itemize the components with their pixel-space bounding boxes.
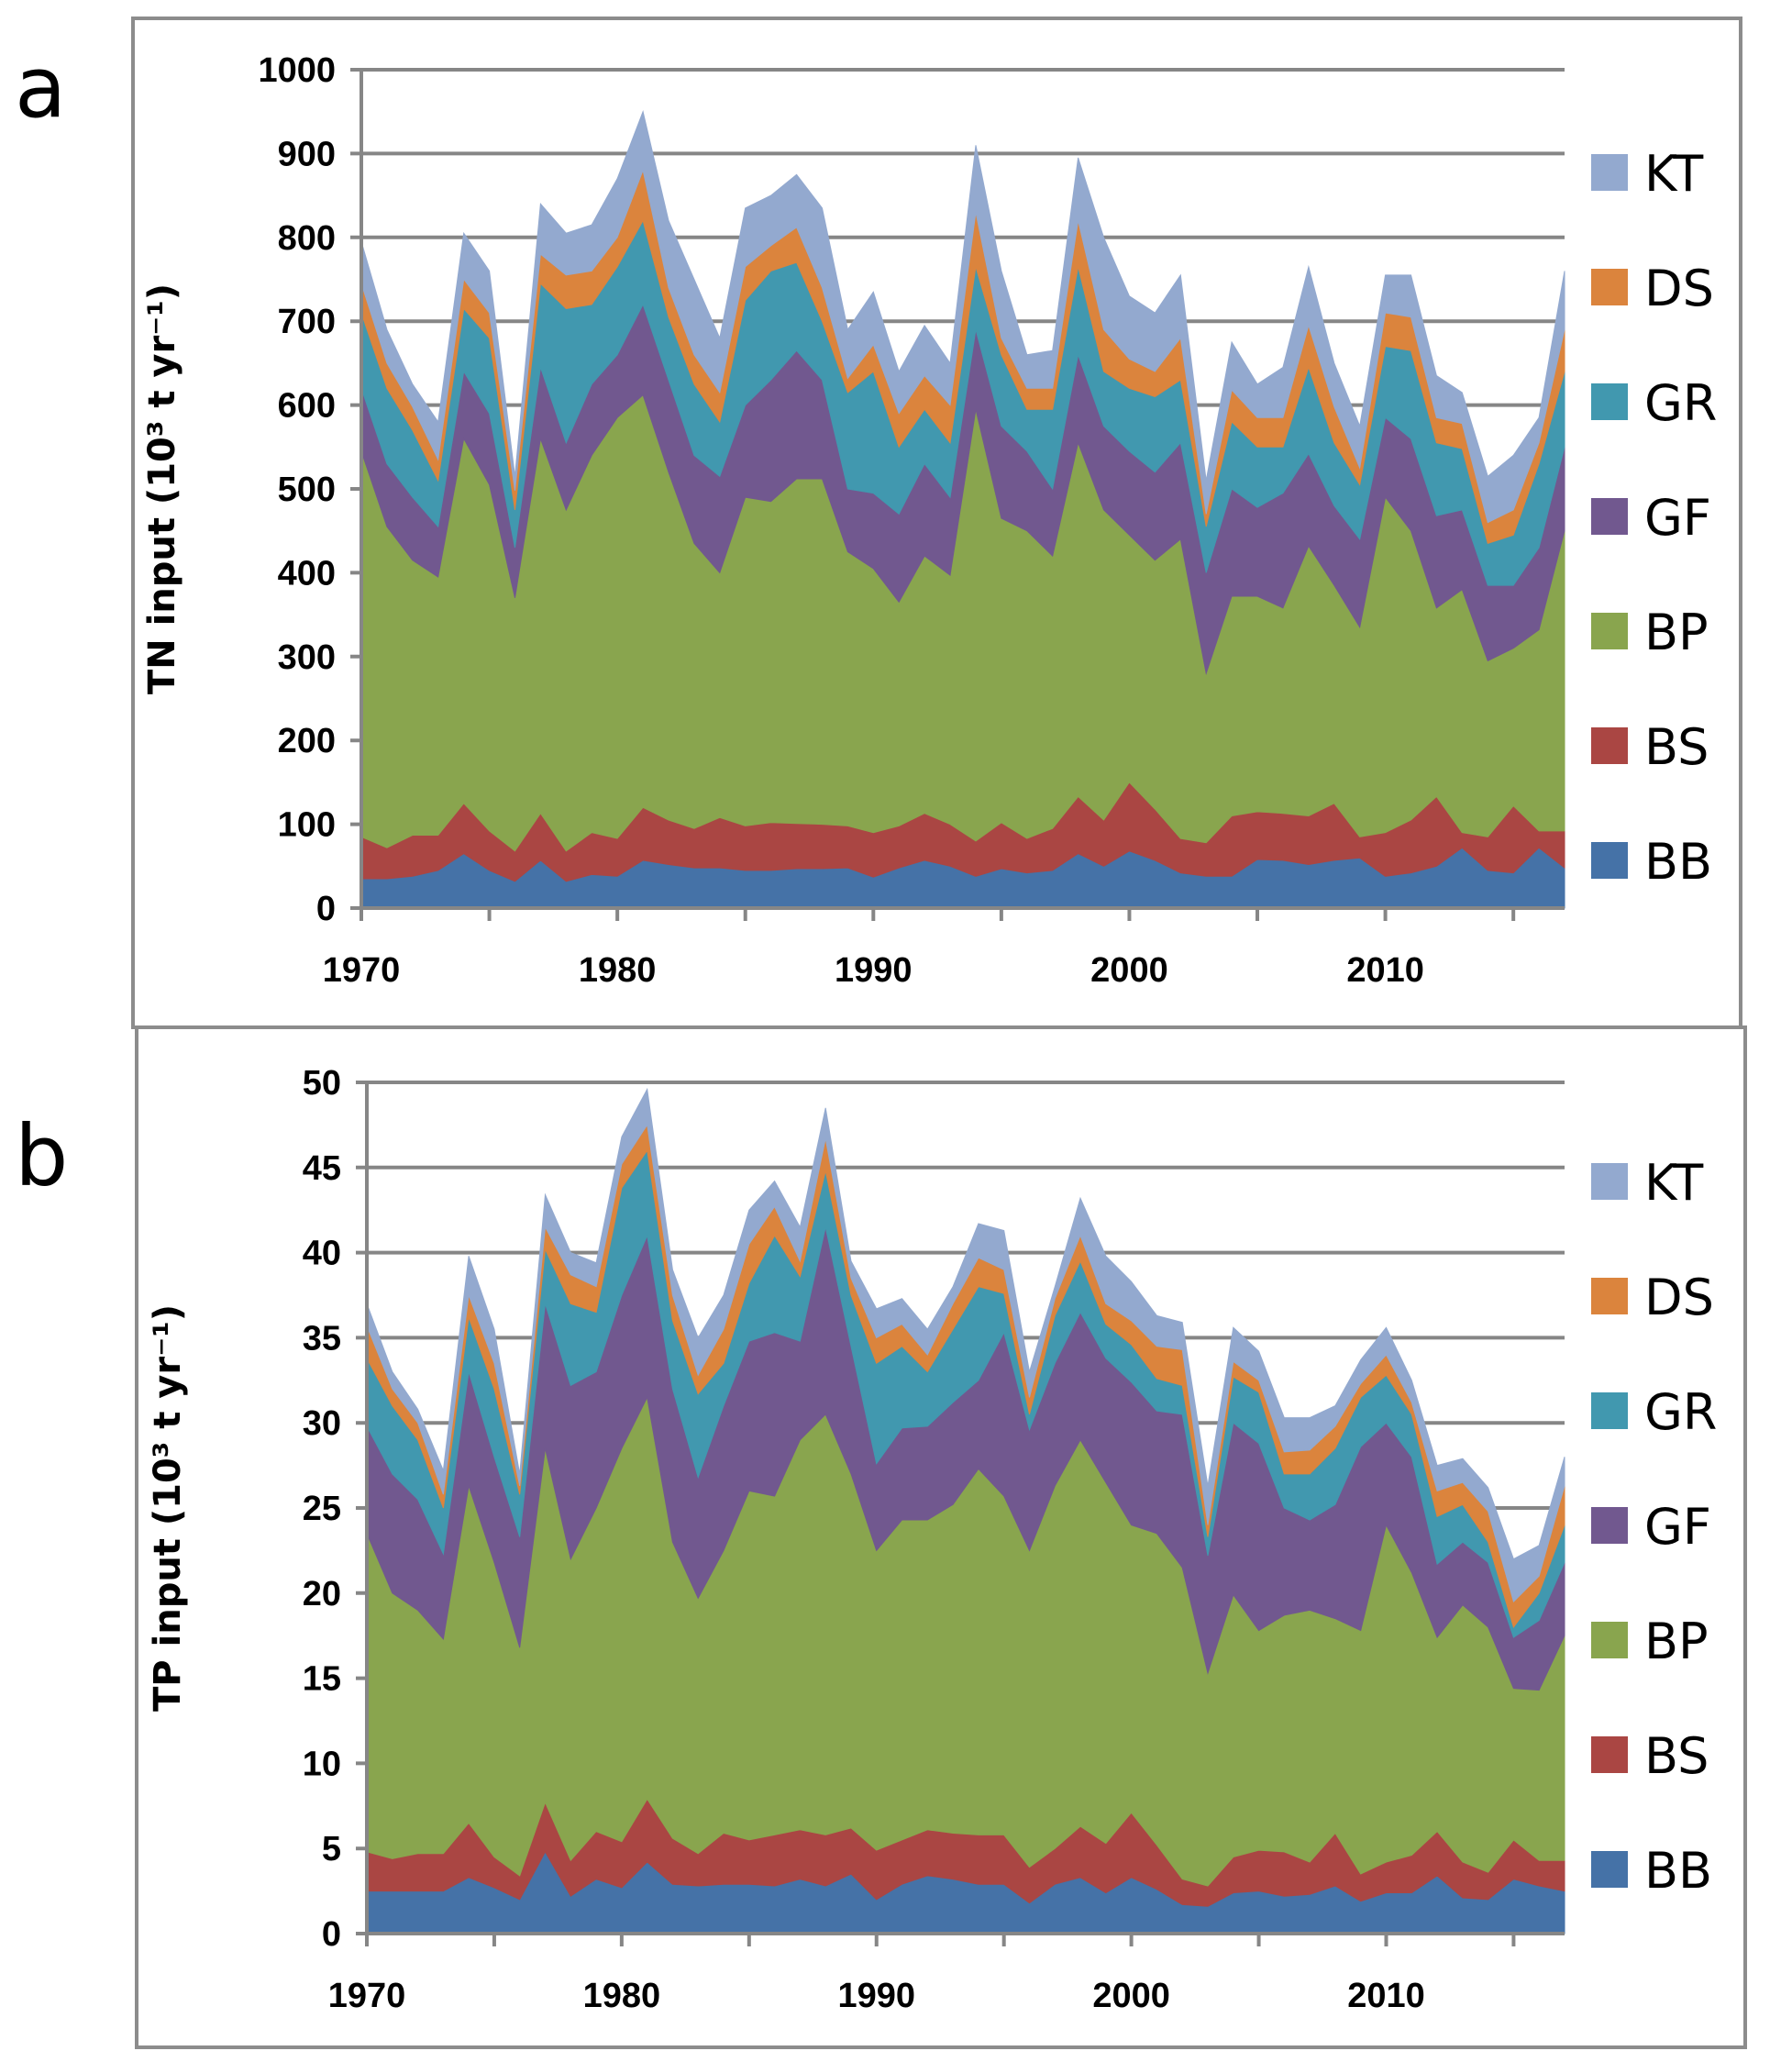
legend-label-gr: GR bbox=[1644, 374, 1717, 432]
legend-label-bb: BB bbox=[1644, 1842, 1712, 1900]
y-tick-label: 30 bbox=[303, 1404, 341, 1443]
legend-swatch-kt bbox=[1591, 154, 1628, 191]
x-tick-label: 1990 bbox=[835, 951, 913, 990]
legend-swatch-ds bbox=[1591, 1278, 1628, 1314]
legend-label-gf: GF bbox=[1644, 489, 1711, 547]
legend-label-ds: DS bbox=[1644, 260, 1714, 317]
y-tick-label: 45 bbox=[303, 1149, 341, 1188]
y-tick-label: 10 bbox=[303, 1745, 341, 1783]
legend-swatch-gr bbox=[1591, 1392, 1628, 1429]
legend-label-kt: KT bbox=[1644, 1154, 1704, 1212]
legend-swatch-kt bbox=[1591, 1163, 1628, 1200]
x-tick-label: 2010 bbox=[1347, 1977, 1425, 2015]
y-tick-label: 800 bbox=[278, 219, 336, 258]
legend-label-ds: DS bbox=[1644, 1269, 1714, 1326]
y-tick-label: 700 bbox=[278, 303, 336, 341]
x-tick-label: 1970 bbox=[323, 951, 401, 990]
y-tick-label: 0 bbox=[322, 1915, 341, 1954]
y-tick-label: 900 bbox=[278, 135, 336, 173]
legend-swatch-bs bbox=[1591, 1736, 1628, 1773]
area-kt bbox=[360, 110, 1565, 524]
legend-swatch-bb bbox=[1591, 842, 1628, 879]
legend-swatch-bb bbox=[1591, 1851, 1628, 1888]
x-tick-label: 1980 bbox=[583, 1977, 661, 2015]
y-tick-label: 20 bbox=[303, 1575, 341, 1613]
y-tick-label: 25 bbox=[303, 1490, 341, 1528]
y-tick-label: 200 bbox=[278, 722, 336, 760]
legend-label-gf: GF bbox=[1644, 1498, 1711, 1556]
x-tick-label: 2010 bbox=[1346, 951, 1424, 990]
y-tick-label: 300 bbox=[278, 638, 336, 677]
y-tick-label: 40 bbox=[303, 1235, 341, 1273]
y-tick-label: 15 bbox=[303, 1660, 341, 1699]
legend-swatch-bs bbox=[1591, 727, 1628, 764]
x-tick-label: 2000 bbox=[1090, 951, 1168, 990]
x-tick-label: 2000 bbox=[1092, 1977, 1170, 2015]
panel-label-b: b bbox=[15, 1107, 69, 1205]
legend-swatch-gr bbox=[1591, 383, 1628, 420]
legend-label-bp: BP bbox=[1644, 604, 1709, 661]
legend-label-bs: BS bbox=[1644, 1727, 1709, 1785]
legend-swatch-gf bbox=[1591, 1507, 1628, 1544]
legend-label-bs: BS bbox=[1644, 718, 1709, 776]
x-tick-label: 1990 bbox=[837, 1977, 915, 2015]
y-tick-label: 35 bbox=[303, 1319, 341, 1358]
legend-swatch-bp bbox=[1591, 1622, 1628, 1658]
legend-label-gr: GR bbox=[1644, 1383, 1717, 1441]
x-tick-label: 1980 bbox=[579, 951, 657, 990]
legend-swatch-gf bbox=[1591, 498, 1628, 535]
legend-label-bb: BB bbox=[1644, 833, 1712, 891]
y-tick-label: 600 bbox=[278, 387, 336, 426]
y-tick-label: 1000 bbox=[258, 51, 336, 90]
y-tick-label: 100 bbox=[278, 806, 336, 845]
y-tick-label: 0 bbox=[316, 890, 336, 928]
y-axis-title: TN input (10³ t yr⁻¹) bbox=[141, 283, 183, 694]
x-tick-label: 1970 bbox=[328, 1977, 406, 2015]
y-tick-label: 500 bbox=[278, 471, 336, 509]
y-axis-title: TP input (10³ t yr⁻¹) bbox=[147, 1304, 189, 1712]
y-tick-label: 400 bbox=[278, 554, 336, 593]
legend-label-kt: KT bbox=[1644, 145, 1704, 203]
y-tick-label: 5 bbox=[322, 1830, 341, 1868]
legend-swatch-bp bbox=[1591, 613, 1628, 649]
legend-swatch-ds bbox=[1591, 269, 1628, 305]
area-kt bbox=[366, 1087, 1565, 1603]
panel-label-a: a bbox=[15, 39, 67, 137]
legend-label-bp: BP bbox=[1644, 1613, 1709, 1670]
y-tick-label: 50 bbox=[303, 1064, 341, 1103]
